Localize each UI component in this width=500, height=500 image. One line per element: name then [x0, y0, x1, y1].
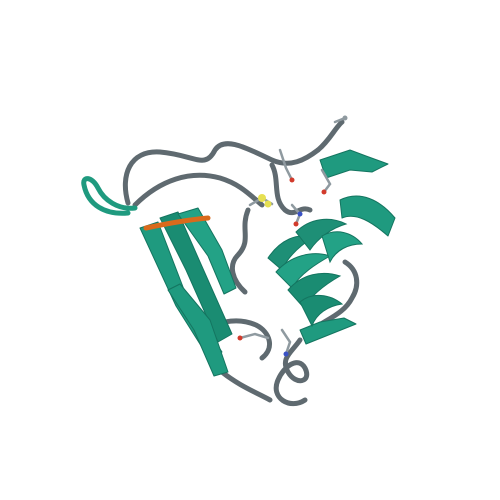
atom-oxygen-1 [289, 177, 295, 183]
beta-strands [139, 149, 396, 377]
coil-upper-connector [269, 162, 313, 216]
atom-sulfur-2 [264, 200, 272, 208]
strand-lower-right [299, 317, 357, 345]
stick-upper-1 [278, 148, 294, 182]
atom-nitrogen-1 [283, 351, 289, 357]
atoms [237, 115, 348, 357]
coil-bottom-knot [273, 337, 310, 407]
alpha-helix-cluster [267, 218, 364, 328]
strand-left-middle [159, 211, 233, 343]
coil-top-arc [122, 141, 321, 206]
atom-oxygen-4 [293, 221, 299, 227]
coil-right-loop [315, 259, 360, 329]
coil-loops [81, 119, 360, 407]
coil-bottom-tail [219, 369, 273, 403]
strand-left-inner [177, 207, 237, 295]
ligand-peptide-chain [143, 215, 211, 231]
atom-nitrogen-2 [297, 211, 303, 217]
helix-band-5 [321, 231, 364, 264]
atom-oxygen-2 [321, 189, 327, 195]
coil-left-hook [81, 176, 138, 216]
coil-middle-band [132, 172, 265, 208]
strand-top-right-arrow [319, 149, 389, 179]
strand-right-wing [339, 195, 396, 237]
coil-center-drop [229, 207, 251, 295]
stick-lower-2 [280, 328, 292, 356]
atom-sulfur-1 [258, 194, 266, 202]
strand-left-lower-arrow [167, 283, 229, 377]
helix-band-6 [299, 295, 344, 328]
atom-oxygen-3 [237, 335, 243, 341]
atom-carbon-1 [342, 115, 348, 121]
helix-band-4 [295, 218, 348, 251]
coil-top-right [315, 119, 345, 153]
stick-lower-1 [238, 332, 270, 340]
stick-upper-2 [320, 168, 332, 194]
